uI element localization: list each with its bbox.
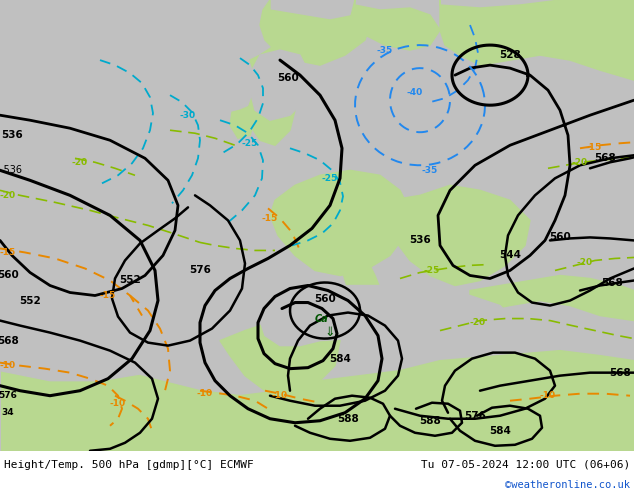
Polygon shape	[385, 185, 530, 286]
Text: 568: 568	[594, 153, 616, 163]
Text: 576: 576	[0, 391, 18, 400]
Text: Height/Temp. 500 hPa [gdmp][°C] ECMWF: Height/Temp. 500 hPa [gdmp][°C] ECMWF	[4, 460, 254, 470]
Polygon shape	[350, 0, 440, 50]
Text: -15: -15	[586, 143, 602, 152]
Polygon shape	[0, 0, 155, 60]
Polygon shape	[0, 0, 240, 451]
Text: 584: 584	[489, 426, 511, 436]
Polygon shape	[230, 105, 255, 138]
Polygon shape	[260, 0, 370, 65]
Text: 568: 568	[0, 336, 19, 345]
Text: -20: -20	[572, 158, 588, 167]
Text: -15: -15	[100, 291, 116, 300]
Text: -10: -10	[0, 361, 16, 370]
Polygon shape	[470, 275, 634, 320]
Text: 552: 552	[19, 295, 41, 306]
Text: 560: 560	[0, 270, 19, 280]
Polygon shape	[248, 85, 295, 145]
Text: 552: 552	[119, 275, 141, 286]
Text: -35: -35	[377, 46, 393, 54]
Polygon shape	[260, 286, 510, 345]
Text: -15: -15	[0, 248, 16, 257]
Text: -25: -25	[242, 139, 258, 148]
Text: -25: -25	[322, 174, 338, 183]
Text: 536: 536	[1, 130, 23, 140]
Polygon shape	[270, 171, 410, 275]
Text: 536: 536	[409, 235, 431, 245]
Text: 576: 576	[189, 266, 211, 275]
Text: 34: 34	[2, 408, 15, 417]
Polygon shape	[340, 241, 385, 331]
Text: 588: 588	[337, 414, 359, 424]
Polygon shape	[158, 0, 225, 28]
Text: 528: 528	[499, 50, 521, 60]
Text: -30: -30	[180, 111, 196, 120]
Text: -10: -10	[540, 391, 556, 400]
Text: Ca: Ca	[315, 314, 329, 323]
Text: 584: 584	[329, 354, 351, 364]
Text: ©weatheronline.co.uk: ©weatheronline.co.uk	[505, 480, 630, 490]
Text: -40: -40	[407, 88, 423, 97]
Text: 576: 576	[464, 411, 486, 421]
Text: -20: -20	[72, 158, 88, 167]
Text: ⇓: ⇓	[325, 326, 335, 339]
Polygon shape	[250, 45, 295, 85]
Polygon shape	[440, 0, 634, 80]
Text: Tu 07-05-2024 12:00 UTC (06+06): Tu 07-05-2024 12:00 UTC (06+06)	[421, 460, 630, 470]
Text: -20: -20	[577, 258, 593, 267]
Polygon shape	[250, 50, 310, 120]
Polygon shape	[220, 316, 340, 396]
Text: -25: -25	[424, 266, 440, 275]
Text: 568: 568	[601, 277, 623, 288]
Text: -10: -10	[272, 391, 288, 400]
Text: -20: -20	[0, 191, 16, 200]
Text: -15: -15	[262, 214, 278, 223]
Text: 560: 560	[549, 232, 571, 243]
Text: -10: -10	[110, 399, 126, 408]
Text: 560: 560	[277, 73, 299, 83]
Text: 588: 588	[419, 416, 441, 426]
Text: 544: 544	[499, 250, 521, 261]
Text: -536: -536	[1, 165, 23, 175]
Polygon shape	[0, 351, 634, 451]
Text: 568: 568	[609, 368, 631, 378]
Text: 560: 560	[314, 294, 336, 303]
Text: -20: -20	[470, 318, 486, 327]
Text: -10: -10	[197, 389, 213, 398]
Text: -35: -35	[422, 166, 438, 175]
